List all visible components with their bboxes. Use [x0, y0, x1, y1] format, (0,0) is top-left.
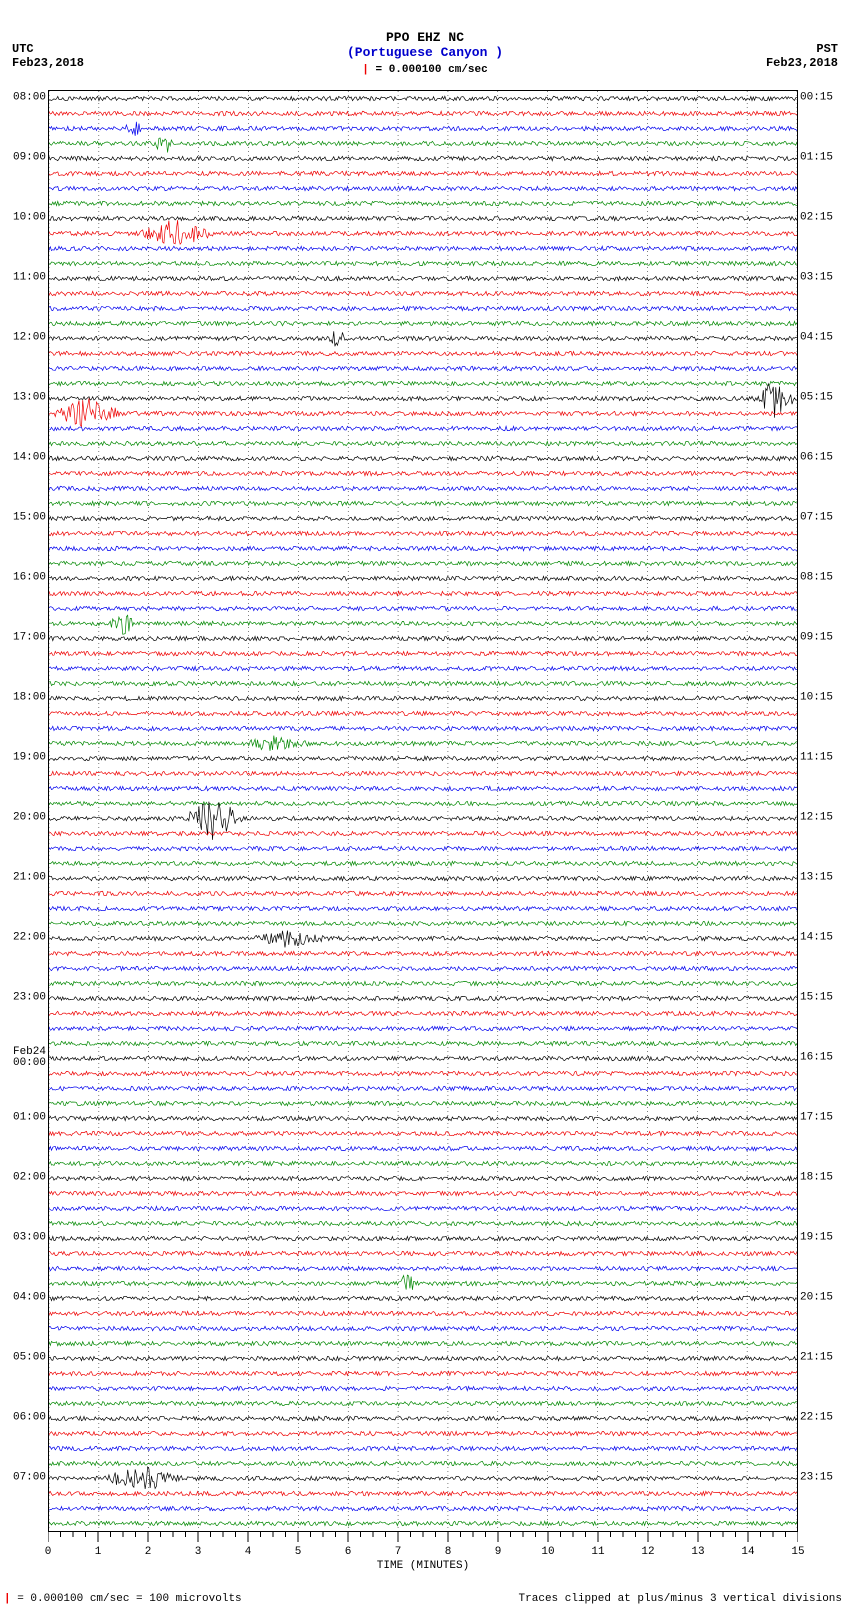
chart-header: PPO EHZ NC (Portuguese Canyon ) | = 0.00… — [0, 0, 850, 76]
utc-tick: 03:00 — [0, 1232, 46, 1243]
station-code: PPO EHZ NC — [0, 30, 850, 45]
x-tick: 13 — [691, 1546, 704, 1558]
x-tick: 8 — [445, 1546, 452, 1558]
utc-tick: 02:00 — [0, 1172, 46, 1183]
date-pst: Feb23,2018 — [766, 56, 838, 70]
utc-tick: 08:00 — [0, 92, 46, 103]
pst-tick: 09:15 — [800, 632, 850, 643]
x-tick: 6 — [345, 1546, 352, 1558]
seismogram-container: UTC Feb23,2018 PST Feb23,2018 PPO EHZ NC… — [0, 0, 850, 1613]
pst-tick: 21:15 — [800, 1352, 850, 1363]
x-tick: 12 — [641, 1546, 654, 1558]
tz-pst: PST — [816, 42, 838, 56]
pst-time-axis: 00:15 01:15 02:15 03:15 04:15 05:15 06:15 07:15… — [800, 90, 850, 1530]
pst-tick: 22:15 — [800, 1412, 850, 1423]
pst-tick: 04:15 — [800, 332, 850, 343]
x-tick: 2 — [145, 1546, 152, 1558]
utc-tick: 16:00 — [0, 572, 46, 583]
x-tick: 7 — [395, 1546, 402, 1558]
utc-tick: 11:00 — [0, 272, 46, 283]
pst-tick: 10:15 — [800, 692, 850, 703]
utc-tick: 05:00 — [0, 1352, 46, 1363]
utc-tick: 20:00 — [0, 812, 46, 823]
utc-tick: 19:00 — [0, 752, 46, 763]
seismogram-svg — [49, 91, 797, 1531]
utc-tick: Feb2400:00 — [0, 1047, 46, 1069]
x-tick: 1 — [95, 1546, 102, 1558]
utc-date-label: UTC Feb23,2018 — [12, 42, 84, 70]
utc-tick: 21:00 — [0, 872, 46, 883]
utc-tick: 01:00 — [0, 1112, 46, 1123]
pst-tick: 11:15 — [800, 752, 850, 763]
scale-bar-icon: | — [362, 64, 369, 76]
utc-tick: 06:00 — [0, 1412, 46, 1423]
footer-clip-note: Traces clipped at plus/minus 3 vertical … — [519, 1593, 842, 1605]
scale-indicator: | = 0.000100 cm/sec — [0, 64, 850, 76]
utc-tick: 17:00 — [0, 632, 46, 643]
utc-tick: 14:00 — [0, 452, 46, 463]
x-tick: 0 — [45, 1546, 52, 1558]
pst-tick: 06:15 — [800, 452, 850, 463]
x-tick: 5 — [295, 1546, 302, 1558]
x-tick: 9 — [495, 1546, 502, 1558]
pst-tick: 20:15 — [800, 1292, 850, 1303]
pst-tick: 23:15 — [800, 1472, 850, 1483]
pst-tick: 13:15 — [800, 872, 850, 883]
utc-tick: 04:00 — [0, 1292, 46, 1303]
pst-tick: 17:15 — [800, 1112, 850, 1123]
pst-tick: 14:15 — [800, 932, 850, 943]
pst-tick: 01:15 — [800, 152, 850, 163]
utc-tick: 10:00 — [0, 212, 46, 223]
station-name: (Portuguese Canyon ) — [0, 45, 850, 60]
utc-time-axis: 08:00 09:00 10:00 11:00 12:00 13:00 14:00 15:00… — [0, 90, 46, 1530]
pst-tick: 02:15 — [800, 212, 850, 223]
tz-utc: UTC — [12, 42, 34, 56]
utc-tick: 12:00 — [0, 332, 46, 343]
utc-tick: 07:00 — [0, 1472, 46, 1483]
x-tick: 15 — [791, 1546, 804, 1558]
footer-scale-bar-icon: | — [4, 1593, 11, 1605]
utc-tick: 09:00 — [0, 152, 46, 163]
pst-tick: 18:15 — [800, 1172, 850, 1183]
utc-tick: 15:00 — [0, 512, 46, 523]
seismogram-plot — [48, 90, 798, 1532]
pst-date-label: PST Feb23,2018 — [766, 42, 838, 70]
x-tick: 14 — [741, 1546, 754, 1558]
pst-tick: 19:15 — [800, 1232, 850, 1243]
pst-tick: 07:15 — [800, 512, 850, 523]
x-axis-label: TIME (MINUTES) — [48, 1560, 798, 1572]
x-axis: TIME (MINUTES) 0123456789101112131415 — [48, 1532, 798, 1572]
footer-left-text: = 0.000100 cm/sec = 100 microvolts — [17, 1593, 241, 1605]
x-tick: 10 — [541, 1546, 554, 1558]
x-tick: 11 — [591, 1546, 604, 1558]
date-utc: Feb23,2018 — [12, 56, 84, 70]
utc-tick: 18:00 — [0, 692, 46, 703]
x-tick: 4 — [245, 1546, 252, 1558]
utc-tick: 22:00 — [0, 932, 46, 943]
pst-tick: 00:15 — [800, 92, 850, 103]
pst-tick: 08:15 — [800, 572, 850, 583]
pst-tick: 03:15 — [800, 272, 850, 283]
x-tick: 3 — [195, 1546, 202, 1558]
scale-text: = 0.000100 cm/sec — [376, 64, 488, 76]
footer-scale-note: | = 0.000100 cm/sec = 100 microvolts — [4, 1593, 242, 1605]
pst-tick: 12:15 — [800, 812, 850, 823]
utc-tick: 13:00 — [0, 392, 46, 403]
utc-tick: 23:00 — [0, 992, 46, 1003]
pst-tick: 15:15 — [800, 992, 850, 1003]
pst-tick: 05:15 — [800, 392, 850, 403]
pst-tick: 16:15 — [800, 1052, 850, 1063]
